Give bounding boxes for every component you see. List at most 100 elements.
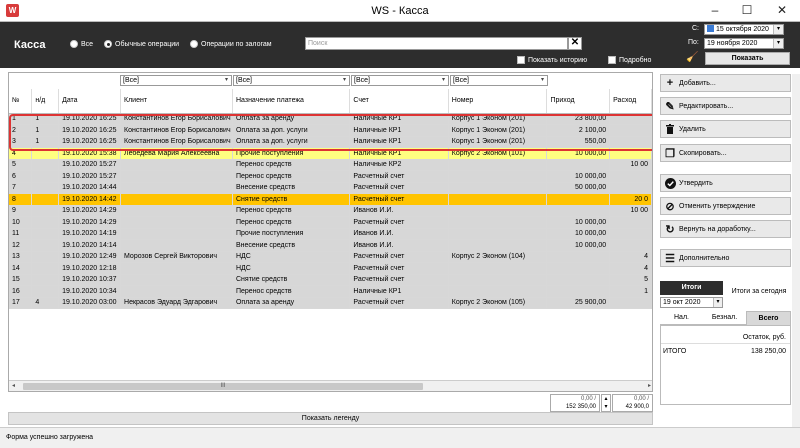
- calendar-dropdown-icon[interactable]: ▾: [773, 39, 783, 48]
- close-window-button[interactable]: ✕: [776, 3, 788, 17]
- column-header[interactable]: Расход: [609, 89, 652, 114]
- radio-all[interactable]: Все: [70, 40, 93, 48]
- radio-regular-ops[interactable]: Обычные операции: [104, 40, 179, 48]
- client-filter[interactable]: [Все] ▾: [120, 75, 232, 86]
- totals-spin[interactable]: ▴ ▾: [601, 394, 611, 412]
- table-cell: 19.10.2020 14:19: [58, 228, 122, 240]
- totals-tab[interactable]: Итоги: [660, 281, 723, 295]
- return-for-revision-button[interactable]: ↻ Вернуть на доработку...: [660, 220, 791, 238]
- tab-cash[interactable]: Нал.: [660, 311, 703, 325]
- today-totals-label[interactable]: Итоги за сегодня: [731, 288, 787, 295]
- maximize-button[interactable]: ☐: [741, 3, 753, 17]
- chevron-down-icon[interactable]: ▾: [342, 77, 346, 83]
- button-label: Утвердить: [679, 179, 713, 187]
- table-cell: 19.10.2020 14:44: [58, 182, 122, 194]
- radio-dot[interactable]: [70, 40, 78, 48]
- show-legend-button[interactable]: Показать легенду: [8, 412, 653, 425]
- calendar-dropdown-icon[interactable]: ▾: [713, 298, 722, 307]
- horizontal-scrollbar[interactable]: ◂ III ▸: [9, 380, 652, 391]
- radio-deposit-ops[interactable]: Операции по залогам: [190, 40, 272, 48]
- table-row[interactable]: 4 19.10.2020 15:38 Лебедева Мария Алексеев…: [9, 147, 652, 160]
- radio-dot[interactable]: [190, 40, 198, 48]
- add-button[interactable]: + Добавить...: [660, 74, 791, 92]
- purpose-filter[interactable]: [Все] ▾: [233, 75, 350, 86]
- minimize-button[interactable]: –: [711, 3, 719, 17]
- search-input[interactable]: Поиск: [305, 37, 568, 50]
- table-cell: 5: [609, 274, 652, 286]
- table-row[interactable]: 3 1 19.10.2020 16:25 Константинов Егор Бори…: [9, 136, 652, 148]
- table-cell: Прочие поступления: [232, 228, 351, 240]
- show-button[interactable]: Показать: [705, 52, 790, 65]
- column-header[interactable]: н/д: [31, 89, 60, 114]
- cancel-approval-button[interactable]: ⊘ Отменить утверждение: [660, 197, 791, 215]
- table-row[interactable]: 11 19.10.2020 14:19 Прочие поступления Иван…: [9, 228, 652, 240]
- date-from-field[interactable]: 15 октября 2020 ▾: [704, 24, 784, 35]
- table-cell: [120, 228, 233, 240]
- scrollbar-thumb[interactable]: III: [23, 383, 423, 390]
- table-cell: [31, 216, 60, 229]
- table-cell: [448, 193, 548, 206]
- column-header[interactable]: Дата: [58, 89, 122, 114]
- totals-date-field[interactable]: 19 окт 2020 ▾: [660, 297, 723, 308]
- table-row[interactable]: 17 4 19.10.2020 03:00 Некрасов Эдуард Эдгар…: [9, 297, 652, 309]
- table-cell: [609, 113, 652, 125]
- table-row[interactable]: 10 19.10.2020 14:29 Перенос средств Расчетн…: [9, 216, 652, 229]
- chevron-down-icon[interactable]: ▾: [224, 77, 228, 83]
- table-row[interactable]: 5 19.10.2020 15:27 Перенос средств Наличные…: [9, 159, 652, 171]
- table-row[interactable]: 9 19.10.2020 14:29 Перенос средств Иванов И…: [9, 205, 652, 217]
- column-header[interactable]: Клиент: [120, 89, 233, 114]
- tab-total[interactable]: Всего: [746, 311, 791, 325]
- edit-button[interactable]: ✎ Редактировать...: [660, 97, 791, 115]
- table-row[interactable]: 6 19.10.2020 15:27 Перенос средств Расчетны…: [9, 170, 652, 183]
- scroll-right-icon[interactable]: ▸: [647, 383, 651, 389]
- account-filter[interactable]: [Все] ▾: [351, 75, 449, 86]
- table-row[interactable]: 14 19.10.2020 12:18 НДС Расчетный счет 4: [9, 262, 652, 275]
- date-checkbox[interactable]: [707, 25, 714, 32]
- table-cell: 10 00: [609, 159, 652, 171]
- table-cell: Расчетный счет: [349, 182, 449, 194]
- scroll-left-icon[interactable]: ◂: [12, 383, 16, 389]
- column-header[interactable]: Приход: [546, 89, 611, 114]
- table-row[interactable]: 12 19.10.2020 14:14 Внесение средств Иванов…: [9, 239, 652, 252]
- date-to-field[interactable]: 19 ноября 2020 ▾: [704, 38, 784, 49]
- table-cell: 4: [9, 147, 33, 160]
- clear-search-button[interactable]: ✕: [568, 37, 582, 50]
- table-row[interactable]: 13 19.10.2020 12:49 Морозов Сергей Викторо…: [9, 251, 652, 263]
- show-history-checkbox[interactable]: Показать историю: [517, 56, 587, 64]
- more-button[interactable]: ☰ Дополнительно: [660, 249, 791, 267]
- table-cell: Оплата за доп. услуги: [232, 124, 351, 137]
- tab-noncash[interactable]: Безнал.: [703, 311, 746, 325]
- column-header[interactable]: Номер: [448, 89, 548, 114]
- table-row[interactable]: 2 1 19.10.2020 16:25 Константинов Егор Бори…: [9, 124, 652, 137]
- table-row[interactable]: 16 19.10.2020 10:34 Перенос средств Наличны…: [9, 285, 652, 298]
- table-cell: [546, 285, 611, 298]
- table-cell: 4: [609, 251, 652, 263]
- vertical-scrollbar[interactable]: [792, 74, 800, 429]
- column-header[interactable]: Назначение платежа: [232, 89, 351, 114]
- table-row[interactable]: 1 1 19.10.2020 16:25 Константинов Егор Бори…: [9, 113, 652, 125]
- column-header[interactable]: №: [9, 89, 33, 114]
- table-row[interactable]: 8 19.10.2020 14:42 Снятие средств Расчетный…: [9, 193, 652, 206]
- radio-dot[interactable]: [104, 40, 112, 48]
- broom-icon[interactable]: 🧹: [686, 52, 699, 63]
- table-cell: Морозов Сергей Викторович: [120, 251, 233, 263]
- table-cell: Константинов Егор Борисалович: [120, 136, 233, 148]
- checkbox-box[interactable]: [517, 56, 525, 64]
- balance-row-label: ИТОГО: [663, 348, 687, 355]
- copy-button[interactable]: ❐ Скопировать...: [660, 144, 791, 162]
- number-filter[interactable]: [Все] ▾: [450, 75, 548, 86]
- chevron-down-icon[interactable]: ▾: [540, 77, 544, 83]
- delete-button[interactable]: Удалить: [660, 120, 791, 138]
- table-cell: Наличные КР1: [349, 136, 449, 148]
- column-header[interactable]: Счет: [349, 89, 449, 114]
- approve-button[interactable]: Утвердить: [660, 174, 791, 192]
- table-cell: [609, 182, 652, 194]
- table-cell: [609, 239, 652, 252]
- checkbox-box[interactable]: [608, 56, 616, 64]
- table-row[interactable]: 7 19.10.2020 14:44 Внесение средств Расчетн…: [9, 182, 652, 194]
- calendar-dropdown-icon[interactable]: ▾: [773, 25, 783, 34]
- chevron-down-icon[interactable]: ▾: [441, 77, 445, 83]
- table-cell: [448, 159, 548, 171]
- table-row[interactable]: 15 19.10.2020 10:37 Снятие средств Расчетны…: [9, 274, 652, 286]
- detailed-checkbox[interactable]: Подробно: [608, 56, 651, 64]
